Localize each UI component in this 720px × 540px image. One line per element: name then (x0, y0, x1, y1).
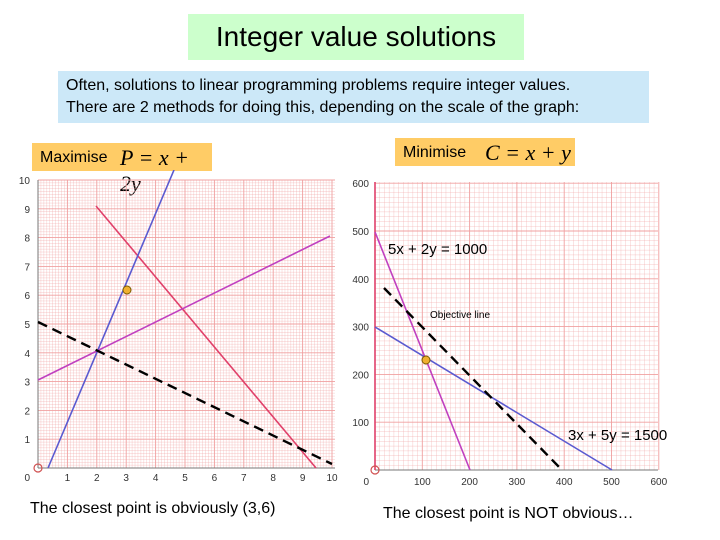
left-constraint-lines (37, 170, 333, 469)
right-graph: 100 200 300 400 500 600 100 200 300 400 500 600 0 5x… (352, 179, 667, 488)
left-graph: 1 2 3 4 5 6 7 8 9 10 1 2 3 4 5 6 7 8 9 10 0 (19, 170, 338, 484)
intro-line-1: Often, solutions to linear programming p… (66, 77, 571, 94)
origin-label: 0 (363, 477, 369, 488)
x-tick-label: 2 (94, 473, 100, 484)
y-tick-label: 8 (24, 234, 30, 245)
red-constraint-line (95, 205, 317, 469)
right-constraint-lines (374, 182, 613, 471)
x-tick-label: 8 (270, 473, 276, 484)
x-tick-label: 600 (650, 477, 667, 488)
x-tick-label: 5 (182, 473, 188, 484)
x-tick-label: 200 (461, 477, 478, 488)
x-tick-label: 9 (300, 473, 306, 484)
y-tick-label: 4 (24, 349, 30, 360)
minimise-label: Minimise (403, 144, 467, 161)
magenta-constraint-line (374, 231, 471, 471)
objective-line (37, 320, 333, 466)
y-tick-label: 6 (24, 291, 30, 302)
blue-constraint-line (374, 326, 613, 471)
y-tick-label: 7 (24, 262, 30, 273)
y-tick-label: 100 (352, 418, 369, 429)
intro-line-2: There are 2 methods for doing this, depe… (66, 99, 580, 116)
optimum-point (122, 285, 132, 295)
x-tick-label: 4 (153, 473, 159, 484)
origin-marker (33, 463, 43, 473)
right-tick-labels: 100 200 300 400 500 600 100 200 300 400 500 600 0 (352, 179, 667, 488)
y-tick-label: 10 (19, 176, 31, 187)
constraint-2-label: 3x + 5y = 1500 (568, 427, 667, 444)
left-axes (37, 180, 335, 469)
y-tick-label: 600 (352, 179, 369, 190)
x-tick-label: 300 (509, 477, 526, 488)
y-tick-label: 300 (352, 323, 369, 334)
minimise-formula: C = x + y (485, 140, 571, 165)
magenta-constraint-line (37, 235, 331, 381)
intro-text: Often, solutions to linear programming p… (58, 71, 649, 123)
origin-label: 0 (24, 473, 30, 484)
objective-line (383, 287, 563, 471)
y-tick-label: 5 (24, 320, 30, 331)
optimum-point (421, 355, 431, 365)
left-caption: The closest point is obviously (3,6) (30, 500, 276, 517)
y-tick-label: 9 (24, 205, 30, 216)
y-tick-label: 3 (24, 378, 30, 389)
maximise-formula: P = x + 2y (120, 145, 189, 196)
left-tick-labels: 1 2 3 4 5 6 7 8 9 10 1 2 3 4 5 6 7 8 9 10 0 (19, 176, 338, 484)
x-tick-label: 1 (65, 473, 71, 484)
right-caption: The closest point is NOT obvious… (383, 505, 634, 522)
x-tick-label: 400 (556, 477, 573, 488)
objective-line-label: Objective line (430, 310, 490, 321)
x-tick-label: 500 (603, 477, 620, 488)
right-grid (374, 182, 660, 471)
minimise-label-box: Minimise C = x + y (395, 138, 575, 166)
y-tick-label: 500 (352, 227, 369, 238)
y-tick-label: 200 (352, 370, 369, 381)
maximise-label-box: Maximise P = x + 2y (32, 143, 212, 196)
left-grid (37, 179, 335, 469)
origin-marker (370, 465, 380, 475)
constraint-1-label: 5x + 2y = 1000 (388, 241, 487, 258)
x-tick-label: 3 (123, 473, 129, 484)
x-tick-label: 10 (326, 473, 338, 484)
maximise-label: Maximise (40, 149, 108, 166)
y-tick-label: 2 (24, 406, 30, 417)
y-tick-label: 1 (24, 435, 30, 446)
page-title: Integer value solutions (188, 14, 524, 60)
x-tick-label: 7 (241, 473, 247, 484)
y-tick-label: 400 (352, 275, 369, 286)
x-tick-label: 100 (414, 477, 431, 488)
x-tick-label: 6 (212, 473, 218, 484)
blue-constraint-line (47, 170, 175, 469)
